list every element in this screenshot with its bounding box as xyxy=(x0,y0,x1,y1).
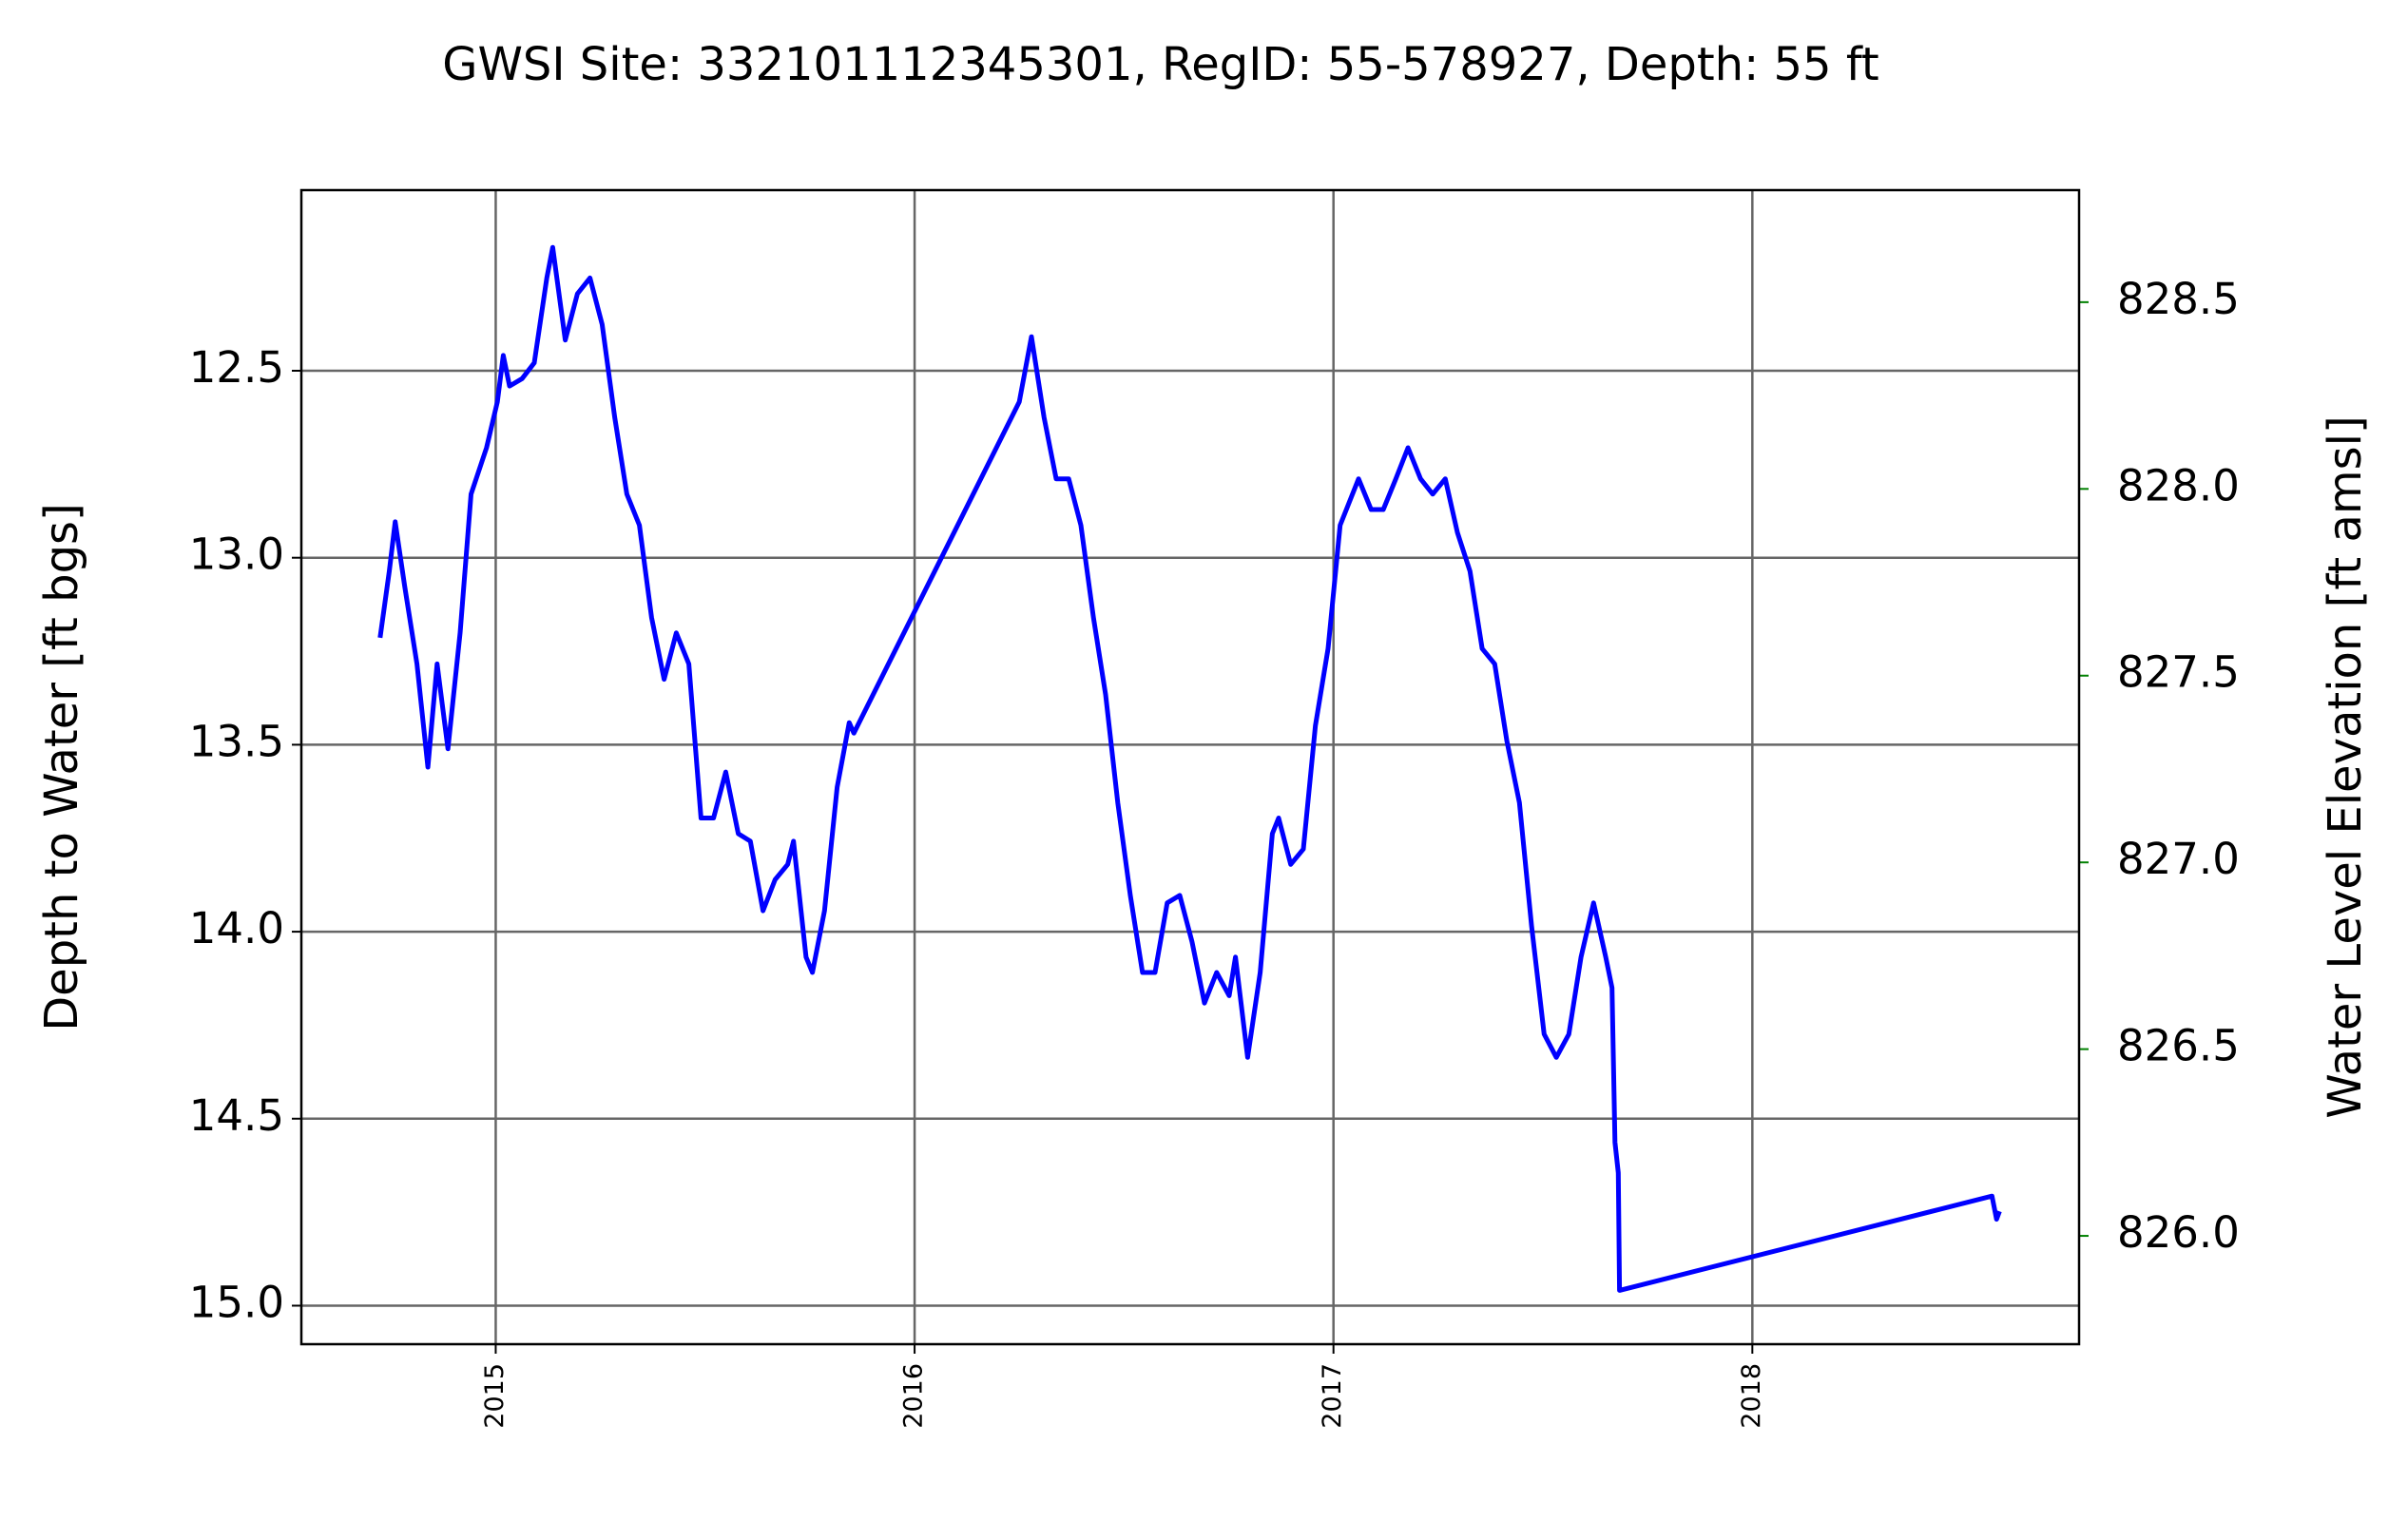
y-tick-label: 12.5 xyxy=(189,342,284,393)
y2-tick-label: 826.0 xyxy=(2117,1207,2240,1258)
x-tick-label: 2018 xyxy=(1737,1363,1766,1429)
x-tick-label: 2015 xyxy=(480,1363,510,1429)
y-tick-label: 14.5 xyxy=(189,1090,284,1141)
y-axis-label: Depth to Water [ft bgs] xyxy=(35,503,88,1031)
y2-tick-label: 827.0 xyxy=(2117,834,2240,884)
y-tick-label: 15.0 xyxy=(189,1277,284,1327)
x-tick-label: 2016 xyxy=(899,1363,929,1429)
chart-title: GWSI Site: 332101112345301, RegID: 55-57… xyxy=(442,38,1878,91)
x-tick-label: 2017 xyxy=(1318,1363,1347,1429)
y-tick-label: 13.0 xyxy=(189,529,284,580)
y2-tick-label: 828.0 xyxy=(2117,460,2240,510)
y-tick-label: 13.5 xyxy=(189,716,284,766)
y-tick-label: 14.0 xyxy=(189,903,284,953)
y2-tick-label: 826.5 xyxy=(2117,1021,2240,1071)
y2-axis-label: Water Level Elevation [ft amsl] xyxy=(2319,415,2372,1118)
data-line xyxy=(377,244,2002,1293)
y2-tick-label: 828.5 xyxy=(2117,274,2240,324)
y2-tick-label: 827.5 xyxy=(2117,647,2240,698)
plot-frame xyxy=(299,188,2081,1346)
